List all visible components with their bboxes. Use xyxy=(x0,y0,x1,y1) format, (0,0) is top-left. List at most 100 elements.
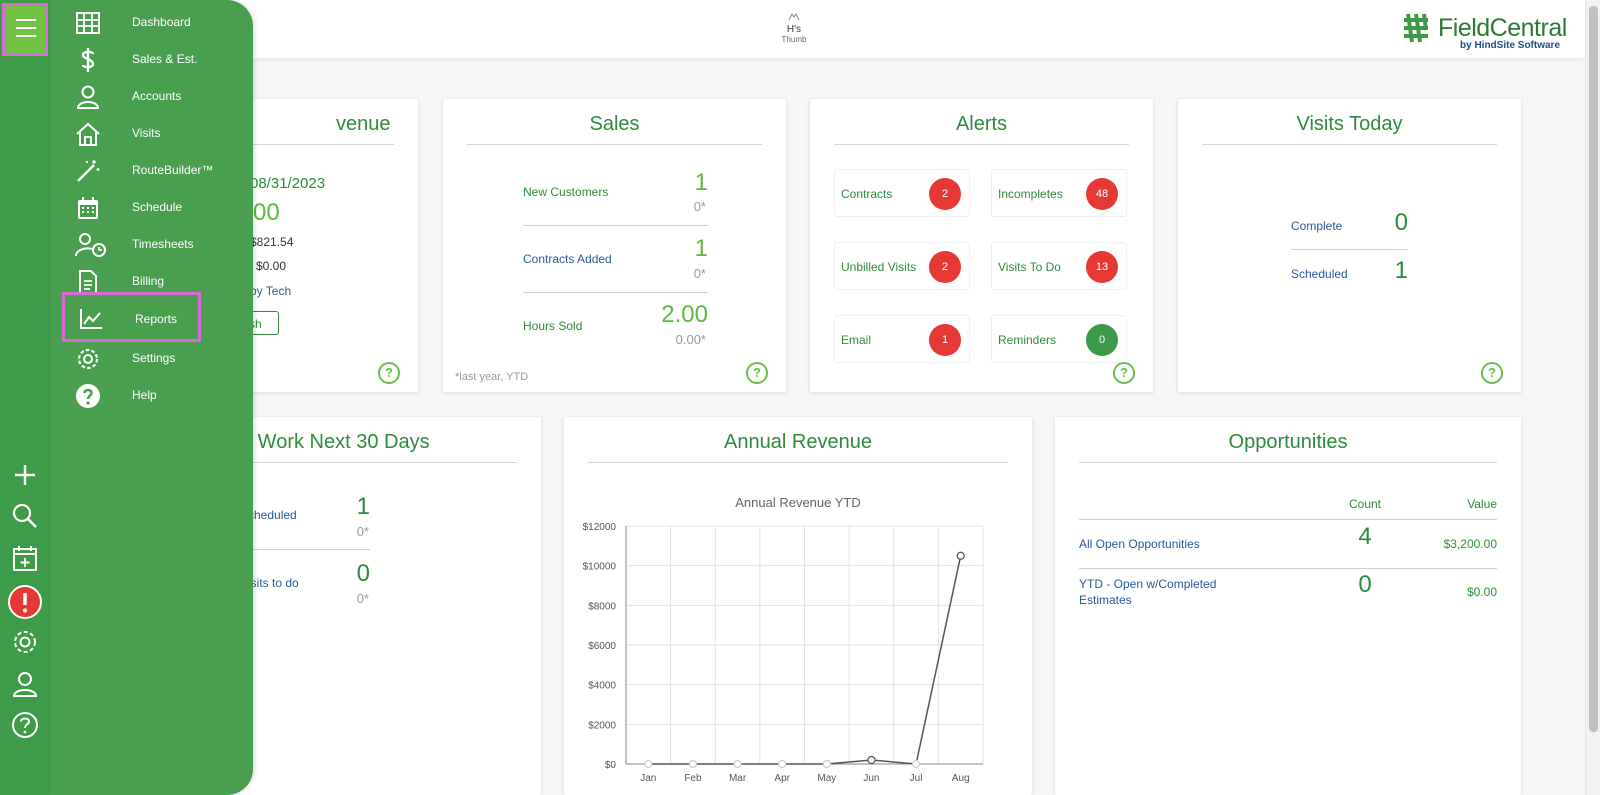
revenue-amount: 00 xyxy=(253,199,280,226)
sales-hours-sold-label: Hours Sold xyxy=(523,319,583,333)
nav-item-visits[interactable]: Visits xyxy=(75,116,235,150)
alerts-card-title: Alerts xyxy=(834,113,1129,145)
sales-contracts-added-link[interactable]: Contracts Added xyxy=(523,252,612,266)
opportunities-card: Opportunities Count Value All Open Oppor… xyxy=(1055,417,1521,795)
person-icon xyxy=(76,85,100,109)
opportunity-ytd-link-line2[interactable]: Estimates xyxy=(1079,593,1132,607)
nav-item-routebuilder[interactable]: RouteBuilder™ xyxy=(75,153,235,187)
nav-label: Timesheets xyxy=(132,237,194,251)
sales-new-customers-value: 1 xyxy=(694,169,708,196)
magic-wand-icon xyxy=(77,160,100,182)
visits-scheduled-link[interactable]: Scheduled xyxy=(1291,267,1348,281)
upcoming-visits-to-do-link[interactable]: isits to do xyxy=(248,576,299,590)
sales-contracts-added-prior: 0* xyxy=(693,266,706,281)
visits-today-help-icon[interactable]: ? xyxy=(1481,362,1503,384)
revenue-by-tech-link[interactable]: by Tech xyxy=(250,284,292,298)
revenue-help-icon[interactable]: ? xyxy=(378,362,400,384)
user-profile-icon[interactable] xyxy=(9,668,41,700)
visits-complete-link[interactable]: Complete xyxy=(1291,219,1343,233)
hamburger-menu-button[interactable] xyxy=(2,3,48,56)
visits-complete-value: 0 xyxy=(1394,209,1408,236)
chart-data-point xyxy=(911,759,921,769)
alert-unbilled-visits[interactable]: Unbilled Visits 2 xyxy=(834,242,970,290)
fieldcentral-logo-icon xyxy=(1404,13,1428,43)
chart-x-tick-label: May xyxy=(817,773,836,784)
alert-email[interactable]: Email 1 xyxy=(834,315,970,363)
alerts-help-icon[interactable]: ? xyxy=(1113,362,1135,384)
sales-help-icon[interactable]: ? xyxy=(746,362,768,384)
alert-visits-to-do[interactable]: Visits To Do 13 xyxy=(991,242,1127,290)
nav-item-accounts[interactable]: Accounts xyxy=(75,79,235,113)
chart-x-tick-label: Jan xyxy=(640,773,656,784)
chart-x-tick-label: Jun xyxy=(863,773,879,784)
chart-x-tick-label: Feb xyxy=(684,773,702,784)
count-badge: 13 xyxy=(1086,251,1118,283)
chart-title: Annual Revenue YTD xyxy=(735,495,861,510)
separator xyxy=(523,292,708,293)
revenue-date: 08/31/2023 xyxy=(250,175,326,192)
nav-item-timesheets[interactable]: Timesheets xyxy=(75,227,235,261)
upcoming-scheduled-prior: 0* xyxy=(356,524,369,539)
visits-scheduled-value: 1 xyxy=(1394,257,1408,284)
chart-y-tick-label: $2000 xyxy=(588,720,616,731)
search-icon[interactable] xyxy=(9,500,41,532)
count-badge: 48 xyxy=(1086,178,1118,210)
nav-item-schedule[interactable]: Schedule xyxy=(75,190,235,224)
upcoming-scheduled-value: 1 xyxy=(356,493,370,520)
help-icon[interactable] xyxy=(9,709,41,741)
chart-x-tick-label: Apr xyxy=(774,773,790,784)
visits-today-card-title: Visits Today xyxy=(1202,113,1497,145)
page-scrollbar[interactable] xyxy=(1585,0,1600,795)
alert-contracts[interactable]: Contracts 2 xyxy=(834,169,970,217)
revenue-line2: $0.00 xyxy=(256,259,287,273)
company-logo-line2: Thumb xyxy=(781,35,807,44)
opportunity-all-open-link[interactable]: All Open Opportunities xyxy=(1079,537,1200,551)
upcoming-scheduled-link[interactable]: cheduled xyxy=(248,508,297,522)
nav-item-settings[interactable]: Settings xyxy=(75,341,235,375)
count-badge: 0 xyxy=(1086,324,1118,356)
sales-new-customers-label: New Customers xyxy=(523,185,609,199)
company-logo-line1: H's xyxy=(786,24,802,35)
opportunity-ytd-link-line1[interactable]: YTD - Open w/Completed xyxy=(1079,577,1217,591)
revenue-card-title: venue xyxy=(230,113,394,145)
sales-contracts-added-value: 1 xyxy=(694,235,708,262)
separator xyxy=(1079,568,1497,569)
alert-incompletes[interactable]: Incompletes 48 xyxy=(991,169,1127,217)
nav-item-help[interactable]: Help xyxy=(75,378,235,412)
chart-data-point xyxy=(778,759,787,769)
plus-icon[interactable] xyxy=(9,459,41,491)
nav-item-sales[interactable]: Sales & Est. xyxy=(75,42,235,76)
menu-icon-bar xyxy=(16,19,36,21)
brand-subtitle: by HindSite Software xyxy=(1460,40,1561,51)
opportunity-ytd-value: $0.00 xyxy=(1466,585,1497,599)
upcoming-visits-to-do-prior: 0* xyxy=(356,591,369,606)
alert-reminders[interactable]: Reminders 0 xyxy=(991,315,1127,363)
nav-item-dashboard[interactable]: Dashboard xyxy=(75,5,235,39)
calendar-icon xyxy=(78,197,98,219)
menu-icon-bar xyxy=(16,27,36,29)
sales-card-title: Sales xyxy=(467,113,762,145)
chart-y-tick-label: $6000 xyxy=(588,641,616,652)
chart-data-point xyxy=(644,759,653,769)
chart-series-line xyxy=(648,555,962,765)
separator xyxy=(1079,519,1497,520)
nav-item-billing[interactable]: Billing xyxy=(75,264,235,298)
alert-icon[interactable] xyxy=(7,584,43,620)
nav-label: Sales & Est. xyxy=(132,52,198,66)
count-badge: 2 xyxy=(929,251,961,283)
column-header-value: Value xyxy=(1467,497,1497,511)
nav-label: Dashboard xyxy=(132,15,191,29)
settings-gear-icon[interactable] xyxy=(9,626,41,658)
scrollbar-thumb[interactable] xyxy=(1589,6,1598,732)
opportunities-card-title: Opportunities xyxy=(1079,431,1497,463)
separator xyxy=(523,225,708,226)
nav-item-reports[interactable]: Reports xyxy=(62,292,201,342)
annual-revenue-card: Annual Revenue Annual Revenue YTD $0 $200… xyxy=(564,417,1032,795)
nav-label: Billing xyxy=(132,274,165,288)
gear-icon xyxy=(77,348,99,370)
grid-icon xyxy=(76,12,100,34)
top-header: H's Thumb FieldCentral by HindSite Softw… xyxy=(0,0,1585,58)
chart-y-tick-label: $8000 xyxy=(588,601,616,612)
calendar-add-icon[interactable] xyxy=(9,542,41,574)
visits-today-card: Visits Today Complete 0 Scheduled 1 ? xyxy=(1178,99,1521,392)
